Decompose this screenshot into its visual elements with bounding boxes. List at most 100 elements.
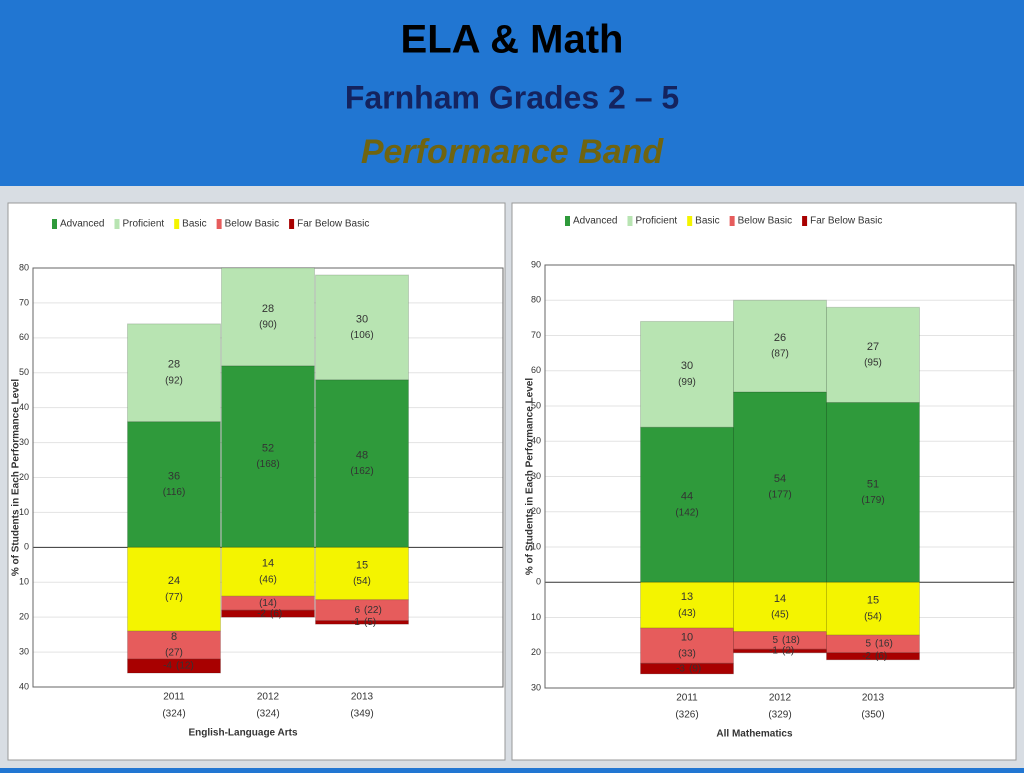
value-label: 15 [356,559,368,571]
value-label: -1 [351,617,360,628]
legend-label: Basic [182,219,206,230]
y-tick-label: 70 [19,297,29,307]
bar-segment [221,267,315,367]
legend-label: Below Basic [225,219,279,230]
value-label: 13 [681,591,693,603]
bar-segment [640,426,734,583]
bar-segment [826,306,920,403]
count-label: (142) [675,507,698,518]
x-tick-total: (350) [861,710,884,721]
y-tick-label: 80 [531,295,541,305]
value-label: 26 [774,332,786,344]
count-label: (168) [256,459,279,470]
count-label: (54) [864,611,882,622]
y-tick-label: 10 [531,612,541,622]
legend-label: Far Below Basic [297,219,369,230]
legend-swatch [174,219,180,229]
value-label: 30 [681,360,693,372]
legend-label: Basic [695,216,719,227]
slide-heading: Performance Band [361,133,665,171]
bar-segment [640,627,734,664]
count-label: (179) [861,495,884,506]
value-label: -1 [769,646,778,657]
value-label: 36 [168,470,180,482]
value-label: 30 [356,313,368,325]
count-label: (18) [782,635,800,646]
count-label: (77) [165,592,183,603]
value-label: 48 [356,449,368,461]
legend-label: Far Below Basic [810,216,882,227]
count-label: (6) [875,651,887,662]
x-tick-label: 2013 [862,693,885,704]
count-label: (54) [353,576,371,587]
legend-swatch [52,219,57,229]
count-label: (5) [364,617,376,628]
y-tick-label: 30 [19,646,29,656]
y-tick-label: 50 [531,400,541,410]
count-label: (27) [165,648,183,659]
count-label: (162) [350,466,373,477]
x-tick-total: (349) [350,709,373,720]
bar-segment [315,274,409,381]
count-label: (90) [259,320,277,331]
slide-title: ELA & Math [401,18,624,62]
y-tick-label: 80 [19,262,29,272]
bar-segment [733,391,827,583]
count-label: (16) [875,639,893,650]
legend-swatch [729,216,735,226]
bar-segment [826,581,920,636]
legend-swatch [627,216,633,226]
bar-segment [127,658,221,674]
x-tick-label: 2012 [257,692,280,703]
value-label: 5 [865,639,871,650]
bar-segment [127,421,221,548]
bar-segment [826,634,920,654]
count-label: (14) [259,598,277,609]
bar-segment [221,546,315,597]
legend-swatch [114,219,120,229]
bar-segment [127,546,221,632]
value-label: 54 [774,473,786,485]
bar-segment [640,662,734,675]
y-tick-label: 10 [19,577,29,587]
count-label: (99) [678,377,696,388]
legend-swatch [216,219,222,229]
y-tick-label: 30 [531,471,541,481]
y-axis-title: % of Students in Each Performance Level [11,379,22,576]
value-label: 44 [681,491,693,503]
value-label: 15 [867,595,879,607]
legend-swatch [565,216,570,226]
y-tick-label: 70 [531,330,541,340]
legend-label: Below Basic [738,216,792,227]
bar-segment [127,323,221,423]
value-label: 28 [262,303,274,315]
value-label: 10 [681,632,693,644]
value-label: 51 [867,478,879,490]
x-tick-total: (324) [162,709,185,720]
plot-frame [544,264,1015,689]
y-tick-label: 40 [19,681,29,691]
legend-label: Proficient [635,216,677,227]
y-tick-label: 30 [19,437,29,447]
header-band [0,0,1024,186]
value-label: 27 [867,341,879,353]
y-tick-label: 10 [19,507,29,517]
value-label: -2 [862,651,871,662]
count-label: (106) [350,330,373,341]
x-axis-title: English-Language Arts [188,728,298,739]
count-label: (45) [771,610,789,621]
value-label: 5 [772,635,778,646]
count-label: (46) [259,574,277,585]
y-tick-label: 20 [531,647,541,657]
count-label: (6) [270,608,282,619]
value-label: 6 [354,605,360,616]
legend-swatch [289,219,295,229]
value-label: 52 [262,442,274,454]
y-tick-label: 50 [19,367,29,377]
count-label: (43) [678,608,696,619]
y-axis-title: % of Students in Each Performance Level [525,378,536,575]
count-label: (2) [782,646,794,657]
value-label: -4 [163,661,172,672]
